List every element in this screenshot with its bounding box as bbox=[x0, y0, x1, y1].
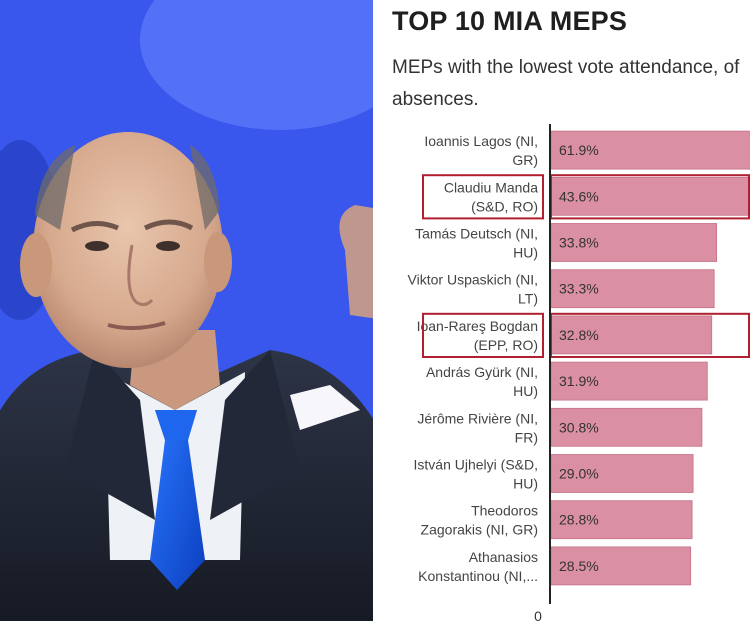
category-label-line: András Gyürk (NI, bbox=[426, 364, 538, 380]
chart-subtitle: MEPs with the lowest vote attendance, of… bbox=[392, 57, 740, 110]
head bbox=[33, 132, 223, 368]
bar-value-label-1: 61.9% bbox=[559, 142, 599, 158]
category-label-line: Theodoros bbox=[471, 503, 538, 519]
bar-chart: 61.9% Ioannis Lagos (NI, GR) 43.6% Claudiu M… bbox=[408, 124, 750, 621]
bar-value-label-5: 32.8% bbox=[559, 327, 599, 343]
category-label-line: Claudiu Manda bbox=[444, 179, 538, 195]
category-label-line: LT) bbox=[518, 291, 538, 307]
category-label-line: Jérôme Rivière (NI, bbox=[417, 410, 538, 426]
pocket-square bbox=[290, 385, 360, 430]
category-label-line: Viktor Uspaskich (NI, bbox=[408, 272, 538, 288]
chart-panel: TOP 10 MIA MEPS MEPs with the lowest vot… bbox=[373, 0, 750, 621]
bar-value-label-4: 33.3% bbox=[559, 281, 599, 297]
portrait-illustration bbox=[0, 0, 373, 621]
bar-value-label-6: 31.9% bbox=[559, 373, 599, 389]
category-label-1: Ioannis Lagos (NI, GR) bbox=[424, 133, 538, 168]
category-label-4: Viktor Uspaskich (NI, LT) bbox=[408, 272, 538, 307]
category-label-line: Tamás Deutsch (NI, bbox=[415, 226, 538, 242]
category-label-line: Athanasios bbox=[469, 549, 538, 565]
bar-6 bbox=[550, 361, 708, 401]
bar-value-label-8: 29.0% bbox=[559, 466, 599, 482]
category-label-9: Theodoros Zagorakis (NI, GR) bbox=[421, 503, 538, 538]
category-label-line: István Ujhelyi (S&D, bbox=[414, 457, 538, 473]
category-label-line: GR) bbox=[512, 152, 538, 168]
category-label-line: (EPP, RO) bbox=[474, 337, 538, 353]
bar-value-label-3: 33.8% bbox=[559, 235, 599, 251]
category-label-line: Ioannis Lagos (NI, bbox=[424, 133, 538, 149]
x-tick-label: 0 bbox=[534, 608, 542, 621]
tie bbox=[150, 410, 205, 590]
category-label-line: HU) bbox=[513, 383, 538, 399]
category-label-3: Tamás Deutsch (NI, HU) bbox=[415, 226, 538, 261]
bar-5 bbox=[550, 315, 713, 355]
bar-value-label-9: 28.8% bbox=[559, 512, 599, 528]
category-label-10: Athanasios Konstantinou (NI,... bbox=[418, 549, 538, 584]
bar-1 bbox=[550, 130, 750, 170]
category-label-2: Claudiu Manda (S&D, RO) bbox=[444, 179, 538, 214]
category-label-line: HU) bbox=[513, 245, 538, 261]
category-label-line: FR) bbox=[515, 429, 538, 445]
bar-7 bbox=[550, 407, 703, 447]
category-label-6: András Gyürk (NI, HU) bbox=[426, 364, 538, 399]
bar-10 bbox=[550, 546, 692, 586]
category-label-5: Ioan-Rareş Bogdan (EPP, RO) bbox=[417, 318, 538, 353]
portrait-photo bbox=[0, 0, 373, 621]
bar-chart-layer: 61.9% Ioannis Lagos (NI, GR) 43.6% Claudiu M… bbox=[408, 124, 750, 621]
bar-value-label-2: 43.6% bbox=[559, 188, 599, 204]
category-label-8: István Ujhelyi (S&D, HU) bbox=[414, 457, 538, 492]
bar-value-label-10: 28.5% bbox=[559, 558, 599, 574]
label-highlight-box-1 bbox=[422, 174, 544, 220]
bar-8 bbox=[550, 454, 694, 493]
category-label-line: (S&D, RO) bbox=[471, 198, 538, 214]
bar-value-label-7: 30.8% bbox=[559, 419, 599, 435]
category-label-7: Jérôme Rivière (NI, FR) bbox=[417, 410, 538, 445]
bar-2 bbox=[550, 176, 750, 216]
category-label-line: Zagorakis (NI, GR) bbox=[421, 522, 538, 538]
bar-3 bbox=[550, 223, 718, 262]
category-label-line: Konstantinou (NI,... bbox=[418, 568, 538, 584]
label-highlight-box-2 bbox=[422, 312, 544, 358]
category-label-line: Ioan-Rareş Bogdan bbox=[417, 318, 538, 334]
chart-title: TOP 10 MIA MEPS bbox=[392, 6, 628, 36]
category-label-line: HU) bbox=[513, 476, 538, 492]
bar-4 bbox=[550, 269, 715, 309]
bar-9 bbox=[550, 500, 693, 540]
